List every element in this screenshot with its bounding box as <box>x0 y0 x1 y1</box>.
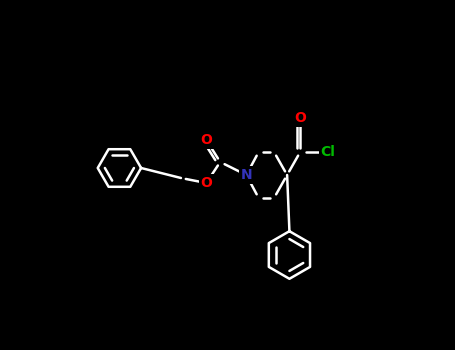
Text: O: O <box>294 111 306 125</box>
Text: O: O <box>200 176 212 190</box>
Text: N: N <box>241 168 252 182</box>
Text: O: O <box>200 133 212 147</box>
Text: Cl: Cl <box>320 145 335 159</box>
